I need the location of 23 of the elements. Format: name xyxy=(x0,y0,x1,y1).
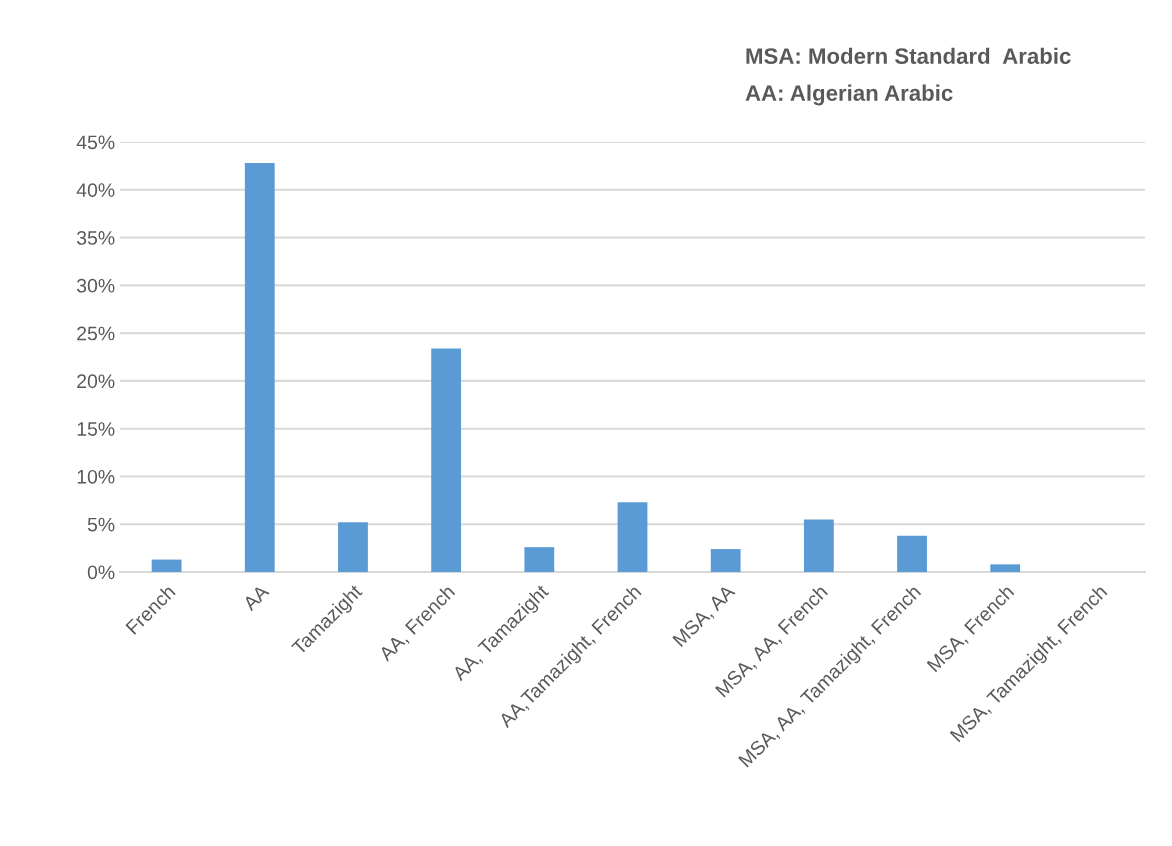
bar xyxy=(617,502,648,572)
bar xyxy=(338,522,368,572)
bar xyxy=(990,564,1021,572)
bar xyxy=(524,547,555,572)
bar xyxy=(244,163,275,572)
bar xyxy=(710,549,741,572)
y-tick-label: 20% xyxy=(77,374,115,389)
bar xyxy=(431,348,462,572)
y-tick-label: 0% xyxy=(87,565,115,580)
text: MSA: Modern Standard Arabic xyxy=(746,47,1071,64)
y-tick-label: 10% xyxy=(77,469,115,484)
bar xyxy=(803,519,834,572)
y-tick-label: 5% xyxy=(87,517,115,532)
y-tick-label: 15% xyxy=(77,422,115,436)
y-tick-label: 25% xyxy=(77,326,115,341)
y-tick-label: 40% xyxy=(76,183,115,198)
bar xyxy=(897,535,927,572)
text: AA: Algerian Arabic xyxy=(745,84,953,106)
x-tick-label: AA xyxy=(241,583,270,612)
bar xyxy=(151,559,182,572)
y-tick-label: 45% xyxy=(76,135,115,150)
y-tick-label: 35% xyxy=(76,231,115,245)
y-tick-label: 30% xyxy=(76,278,115,293)
